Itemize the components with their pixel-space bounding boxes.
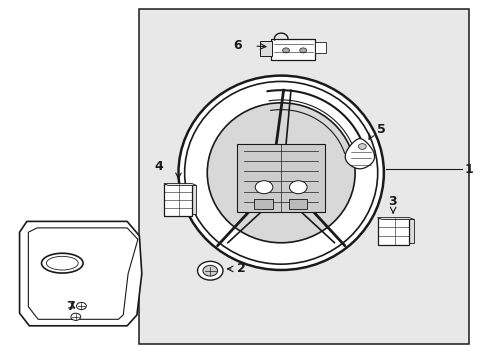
Circle shape (358, 144, 366, 149)
Text: 5: 5 (376, 123, 385, 136)
Bar (163, 184, 192, 216)
Bar (237, 144, 325, 212)
Text: 1: 1 (464, 163, 472, 176)
Circle shape (71, 313, 81, 320)
Bar (288, 199, 306, 209)
Text: 2: 2 (237, 262, 245, 275)
Polygon shape (377, 217, 413, 220)
Ellipse shape (207, 103, 354, 243)
Text: 3: 3 (387, 195, 396, 208)
Bar (260, 41, 272, 56)
Text: 4: 4 (154, 160, 163, 173)
Bar (254, 199, 272, 209)
Polygon shape (345, 139, 374, 169)
Polygon shape (163, 184, 196, 185)
Text: 6: 6 (233, 39, 242, 51)
Polygon shape (20, 221, 142, 326)
Circle shape (197, 261, 223, 280)
Bar (139, 9, 468, 344)
FancyBboxPatch shape (408, 219, 413, 243)
Ellipse shape (178, 76, 383, 270)
Bar (377, 217, 408, 245)
Circle shape (282, 48, 289, 53)
Circle shape (299, 48, 306, 53)
Bar (271, 39, 315, 60)
Circle shape (289, 181, 306, 194)
Text: 7: 7 (66, 300, 75, 312)
Circle shape (203, 265, 217, 276)
Circle shape (77, 302, 86, 310)
FancyBboxPatch shape (192, 185, 196, 214)
Circle shape (255, 181, 272, 194)
Ellipse shape (184, 81, 377, 264)
Bar (315, 42, 325, 53)
